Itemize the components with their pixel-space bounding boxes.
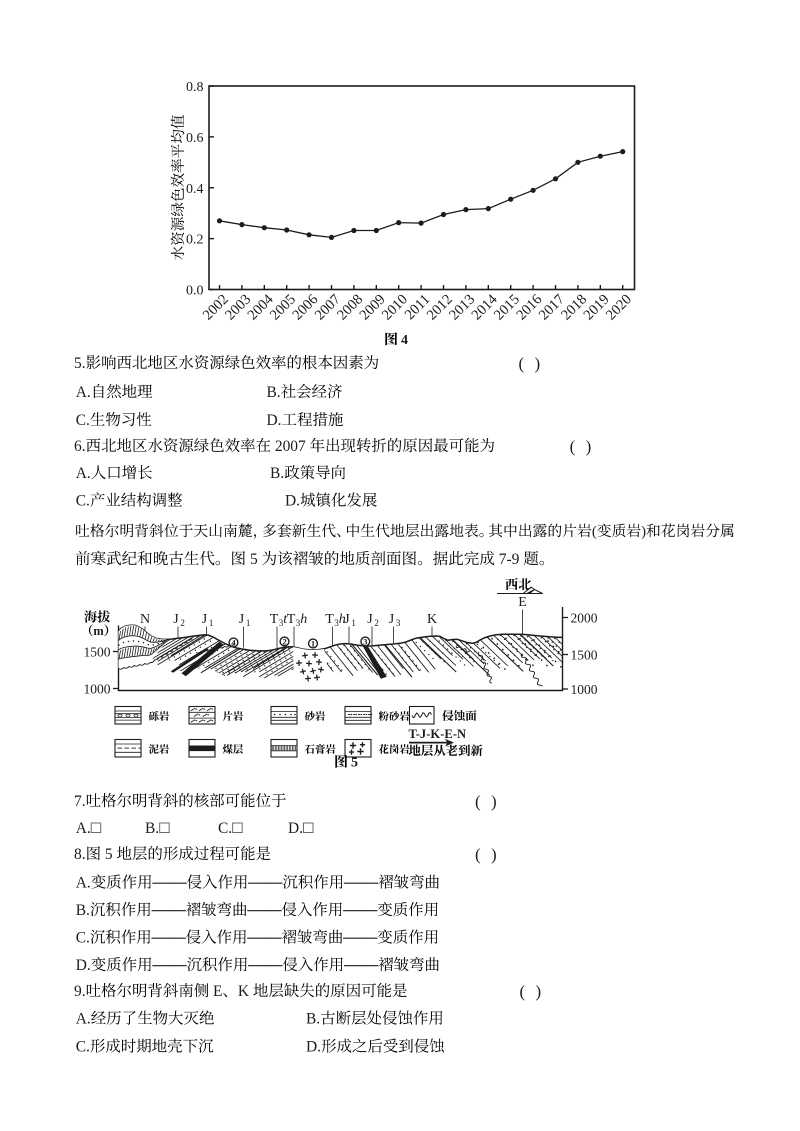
svg-text:B.: B. [267,384,281,401]
svg-text:1: 1 [351,618,356,628]
svg-text:D.: D. [306,1039,321,1056]
svg-text:t: t [283,612,288,627]
svg-text:N: N [140,612,150,627]
svg-text:7.: 7. [74,793,86,810]
svg-text:D.: D. [267,412,282,429]
svg-text:1: 1 [246,618,251,628]
svg-text:J: J [173,612,179,627]
svg-text:A.: A. [76,465,91,482]
svg-text:3: 3 [396,618,401,628]
svg-text:(: ( [475,845,481,864]
svg-text:): ) [491,792,497,811]
svg-text:J: J [389,612,395,627]
svg-text:7-9: 7-9 [499,551,520,568]
svg-text:C.: C. [76,493,90,510]
svg-text:3: 3 [279,618,284,628]
svg-text:): ) [491,845,497,864]
svg-text:A.: A. [76,875,91,892]
svg-text:): ) [586,437,592,456]
svg-text:3: 3 [296,618,301,628]
svg-text:C.: C. [218,820,232,837]
svg-text:3: 3 [363,637,367,647]
svg-text:A.: A. [76,1011,91,1028]
svg-text:0.6: 0.6 [186,131,204,146]
svg-text:2000: 2000 [571,611,598,626]
svg-text:3: 3 [334,618,339,628]
svg-text:): ) [641,524,646,540]
svg-text:1000: 1000 [84,682,111,697]
svg-text:E: E [213,983,222,1000]
svg-text:(: ( [475,792,481,811]
svg-text:h: h [339,612,346,627]
svg-text:E: E [518,595,527,610]
svg-text:C.: C. [76,930,90,947]
svg-text:J: J [344,612,350,627]
svg-text:K: K [238,983,249,1000]
svg-text:T-J-K-E-N: T-J-K-E-N [409,727,467,741]
svg-text:J: J [239,612,245,627]
svg-text:A.: A. [76,384,91,401]
svg-text:4: 4 [401,333,408,348]
svg-text:B.: B. [306,1011,320,1028]
svg-text:): ) [535,354,541,373]
svg-text:K: K [427,612,437,627]
svg-text:(: ( [520,982,526,1001]
svg-text:5: 5 [105,846,113,863]
svg-text:h: h [300,612,307,627]
svg-text:(: ( [519,354,525,373]
svg-text:1000: 1000 [571,682,598,697]
svg-text:1: 1 [311,639,315,649]
svg-text:D.: D. [288,820,303,837]
svg-text:m: m [93,624,104,638]
svg-text:6.: 6. [74,438,86,455]
svg-text:T: T [325,612,334,627]
svg-text:T: T [270,612,279,627]
svg-text:B.: B. [270,465,284,482]
svg-text:4: 4 [231,638,236,648]
svg-text:1500: 1500 [84,645,111,660]
svg-text:0.8: 0.8 [186,80,204,95]
svg-text:J: J [367,612,373,627]
svg-text:9.: 9. [74,983,86,1000]
svg-text:2: 2 [282,637,286,647]
svg-text:2007: 2007 [275,438,306,455]
svg-text:C.: C. [76,412,90,429]
svg-text:1500: 1500 [571,648,598,663]
svg-text:B.: B. [76,902,90,919]
svg-text:2: 2 [374,618,379,628]
svg-text:T: T [287,612,296,627]
svg-text:B.: B. [145,820,159,837]
svg-text:(: ( [570,437,576,456]
svg-text:8.: 8. [74,846,86,863]
svg-text:J: J [202,612,208,627]
svg-text:A.: A. [76,820,91,837]
svg-text:0.4: 0.4 [186,182,204,197]
svg-text:0.2: 0.2 [186,233,204,248]
svg-text:0.0: 0.0 [186,284,204,299]
svg-text:C.: C. [76,1039,90,1056]
svg-text:D.: D. [285,493,300,510]
svg-text:(: ( [592,524,597,540]
svg-text:5: 5 [351,756,358,771]
svg-text:): ) [536,982,542,1001]
svg-text:1: 1 [209,618,214,628]
svg-text:5: 5 [250,551,258,568]
svg-text:2: 2 [180,618,185,628]
svg-text:D.: D. [76,957,91,974]
svg-text:5.: 5. [74,355,86,372]
